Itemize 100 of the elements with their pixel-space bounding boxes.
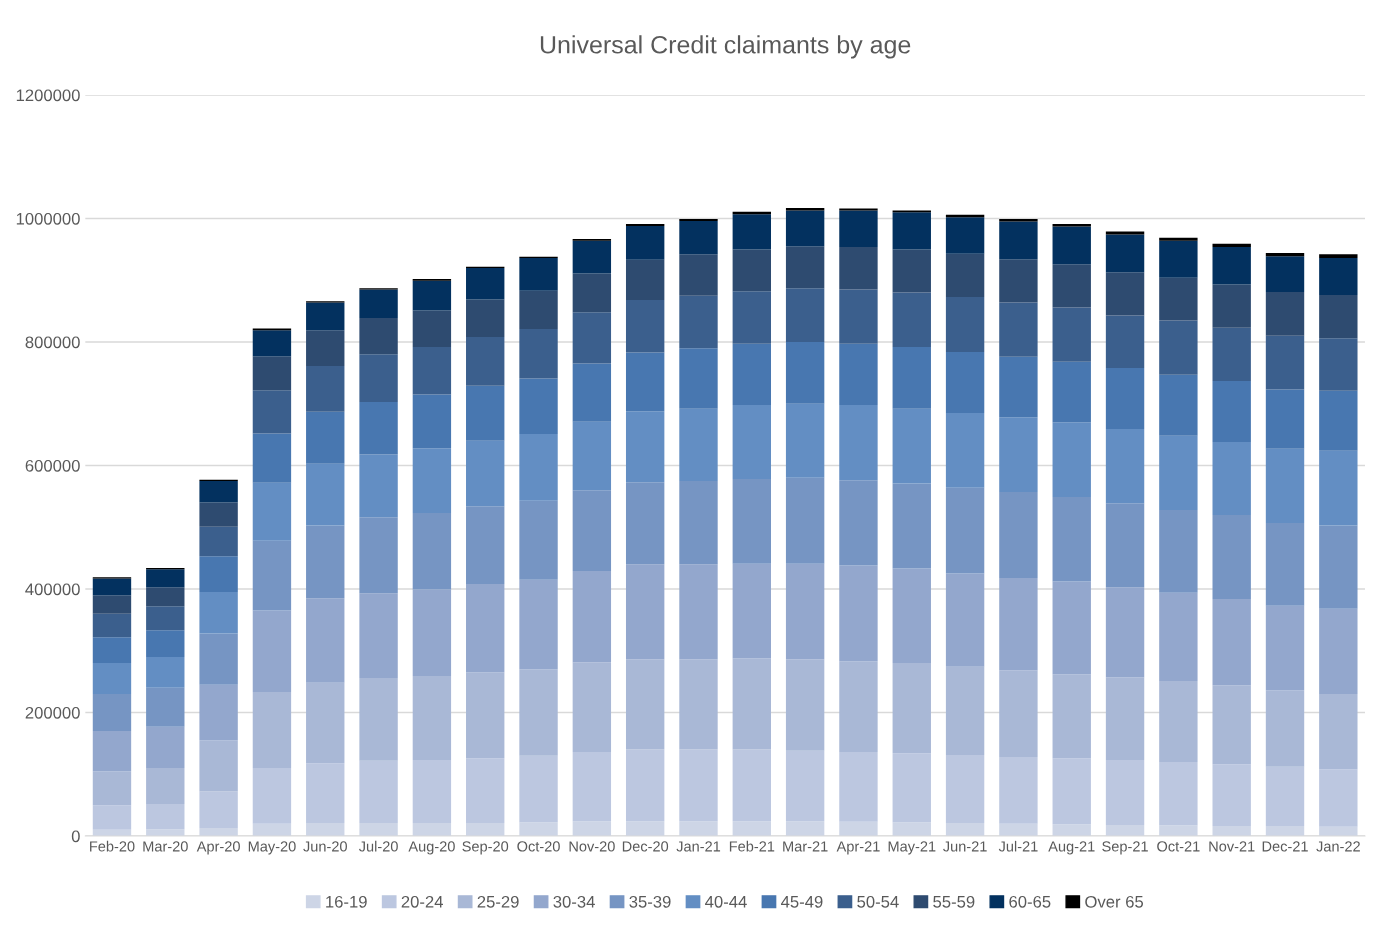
bar: [785, 821, 825, 836]
bar: [785, 210, 825, 247]
bar: [1265, 522, 1305, 606]
bar: [306, 598, 345, 683]
bar: [1265, 766, 1305, 827]
bar: [519, 755, 558, 823]
bar: [839, 210, 878, 247]
bar: [572, 421, 612, 491]
bar: [519, 329, 558, 379]
bar: [1052, 674, 1091, 759]
bar: [945, 487, 985, 574]
bar: [199, 633, 238, 685]
bar: [146, 803, 185, 830]
bar: [412, 448, 452, 514]
bar: [999, 302, 1038, 357]
bar: [1212, 327, 1251, 381]
bar: [999, 823, 1038, 836]
bar: [572, 662, 612, 753]
bar: [572, 273, 612, 313]
bar: [412, 280, 452, 311]
bar: [999, 356, 1038, 418]
y-tick-label: 400000: [25, 583, 80, 596]
bar: [1052, 224, 1091, 227]
bar: [1052, 758, 1091, 825]
bar: [412, 394, 452, 449]
bar: [1212, 685, 1251, 765]
bar: [839, 821, 878, 836]
bar: [1319, 525, 1358, 609]
legend-label: 45-49: [781, 895, 823, 908]
bar: [1052, 581, 1091, 675]
bar: [945, 217, 985, 254]
x-tick-label: May-21: [888, 841, 936, 855]
bar: [519, 500, 558, 580]
bar: [1212, 598, 1251, 686]
bar: [252, 768, 292, 824]
bar: [146, 606, 185, 631]
bar: [1265, 291, 1305, 336]
bar: [1319, 338, 1358, 391]
legend-label: 25-29: [477, 895, 519, 908]
bar: [572, 571, 612, 663]
bar: [1105, 587, 1145, 678]
bar: [519, 822, 558, 836]
x-tick-label: Mar-20: [143, 841, 188, 852]
x-tick-label: Dec-21: [1262, 841, 1308, 852]
bar: [1265, 690, 1305, 767]
bar: [92, 731, 132, 772]
x-tick-label: Jul-21: [998, 840, 1038, 852]
bar: [466, 758, 505, 824]
bar: [679, 821, 718, 836]
bar: [1052, 226, 1091, 265]
bar: [1159, 509, 1198, 593]
legend-label: 55-59: [933, 895, 975, 908]
legend-label: 20-24: [401, 895, 443, 908]
bar: [92, 771, 132, 806]
bar: [359, 677, 398, 761]
bar: [572, 821, 612, 836]
bar: [1265, 448, 1305, 523]
legend-label: Over 65: [1085, 895, 1144, 908]
bar: [92, 578, 132, 596]
y-tick-label: 0: [71, 830, 80, 843]
legend-label: 40-44: [705, 895, 747, 908]
bar: [892, 753, 931, 823]
bar: [732, 214, 772, 250]
legend-label: 16-19: [326, 895, 367, 908]
legend-label: 60-65: [1009, 895, 1051, 908]
bar: [412, 310, 452, 347]
bar: [1212, 246, 1251, 285]
bar: [359, 593, 398, 678]
bar: [146, 726, 185, 769]
x-tick-label: Apr-21: [836, 841, 880, 855]
bar: [999, 219, 1038, 222]
bar: [252, 482, 292, 541]
bar: [1052, 307, 1091, 362]
bar: [839, 343, 878, 405]
bar: [1105, 367, 1145, 430]
bar: [1212, 514, 1251, 599]
bar: [199, 480, 238, 503]
bar: [1319, 295, 1358, 339]
bar: [1159, 320, 1198, 375]
bar: [92, 663, 132, 694]
bar: [1105, 231, 1145, 235]
bar: [359, 823, 398, 836]
bar: [1265, 335, 1305, 390]
bar: [785, 288, 825, 342]
bar: [679, 254, 718, 296]
bar: [412, 823, 452, 836]
bar: [625, 482, 665, 565]
bar: [785, 403, 825, 478]
bar: [785, 563, 825, 660]
bar: [679, 749, 718, 822]
bar: [466, 506, 505, 585]
bar: [1159, 681, 1198, 762]
bar: [519, 669, 558, 756]
bar: [1105, 272, 1145, 316]
bar: [1212, 284, 1251, 328]
bar: [92, 693, 132, 732]
bar: [146, 687, 185, 727]
x-tick-label: Aug-20: [408, 841, 455, 855]
x-tick-label: Sep-20: [462, 841, 509, 855]
bar: [1052, 361, 1091, 423]
